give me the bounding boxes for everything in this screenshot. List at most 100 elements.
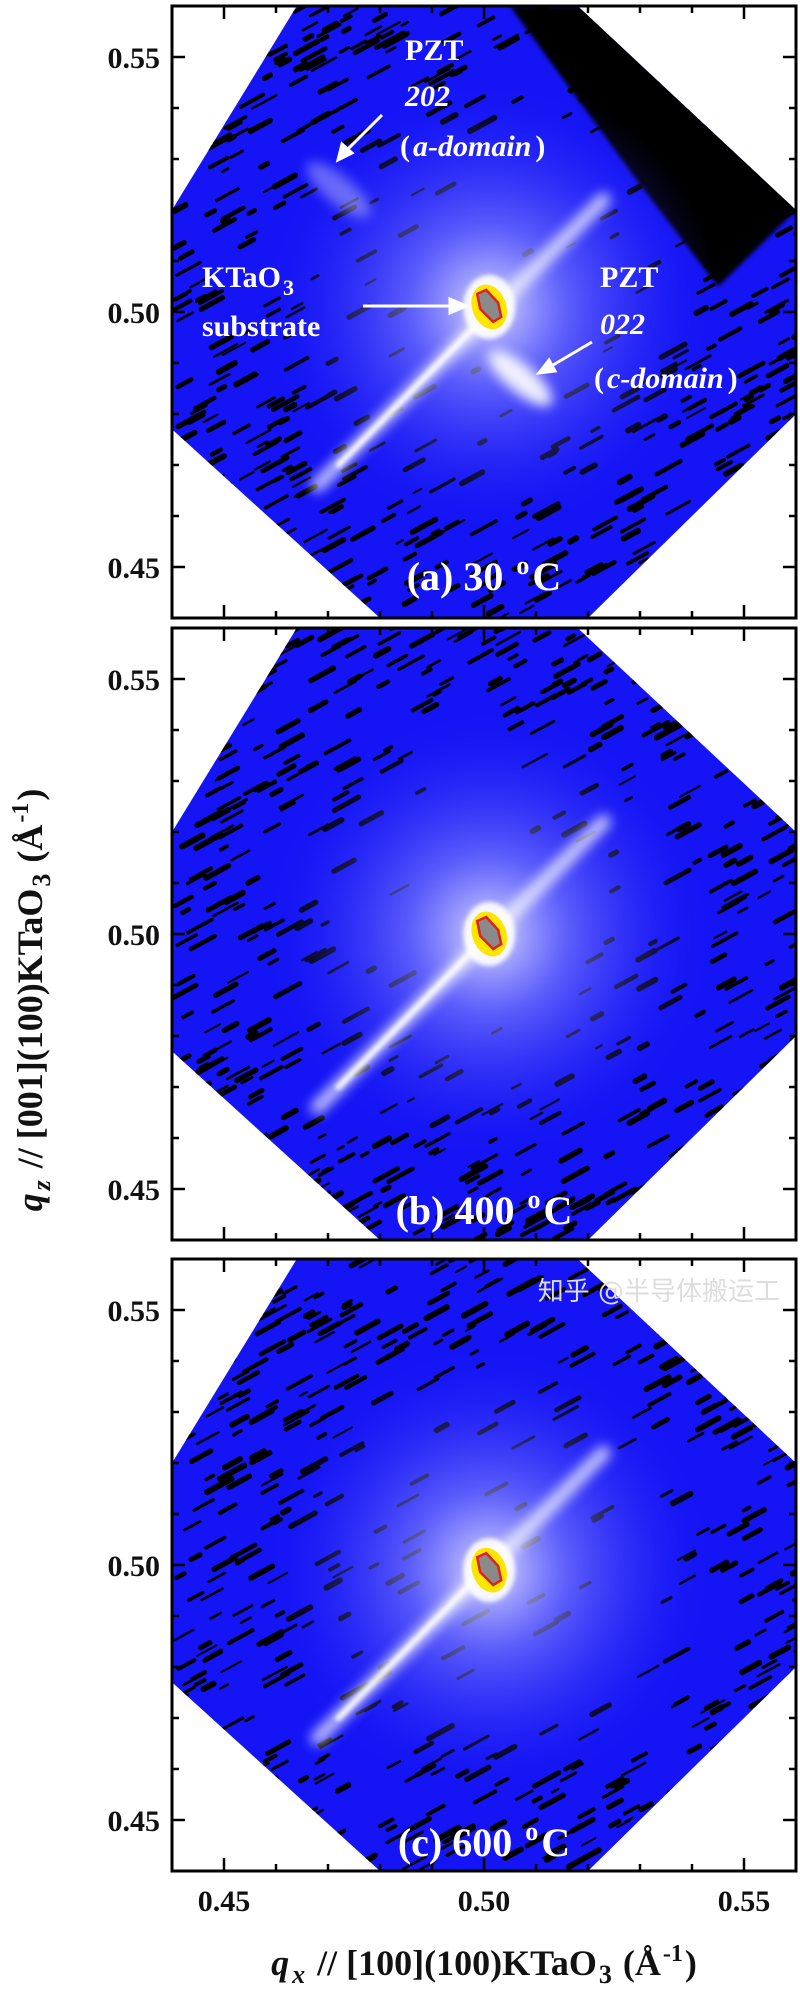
noise-streak (720, 842, 743, 858)
noise-streak (200, 692, 221, 707)
noise-streak (580, 677, 594, 687)
noise-streak (704, 1721, 717, 1731)
noise-streak (200, 1587, 224, 1602)
noise-streak (757, 1551, 779, 1564)
noise-streak (727, 101, 740, 110)
noise-streak (410, 698, 434, 713)
noise-streak (253, 743, 264, 752)
noise-streak (243, 1805, 257, 1815)
noise-streak (258, 644, 271, 653)
noise-streak (221, 1021, 240, 1034)
noise-streak (260, 1473, 284, 1487)
noise-streak (216, 1842, 239, 1857)
noise-streak (397, 654, 425, 671)
noise-streak (663, 720, 678, 730)
noise-streak (176, 79, 192, 89)
noise-streak (700, 1699, 726, 1714)
noise-streak (480, 635, 497, 646)
noise-streak (649, 1191, 675, 1208)
noise-streak (765, 994, 791, 1011)
noise-streak (308, 1859, 322, 1868)
noise-streak (434, 559, 449, 570)
noise-streak (296, 1848, 324, 1866)
noise-streak (770, 590, 796, 608)
noise-streak (247, 1017, 272, 1034)
noise-streak (768, 1644, 791, 1660)
noise-streak (283, 753, 301, 765)
noise-streak (785, 1634, 796, 1644)
noise-streak (487, 676, 503, 687)
noise-streak (547, 536, 563, 547)
noise-streak (680, 539, 701, 552)
noise-streak (681, 92, 708, 108)
noise-streak (260, 1483, 279, 1495)
noise-streak (765, 363, 790, 379)
noise-streak (261, 1059, 275, 1068)
noise-streak (246, 208, 258, 216)
noise-streak (735, 854, 754, 867)
noise-streak (190, 699, 217, 717)
noise-streak (528, 561, 558, 580)
noise-streak (477, 1169, 504, 1186)
noise-streak (414, 529, 444, 549)
noise-streak (314, 1772, 335, 1785)
noise-streak (682, 1321, 709, 1338)
noise-streak (639, 1106, 655, 1117)
noise-streak (768, 1223, 781, 1234)
noise-streak (317, 1166, 334, 1177)
noise-streak (726, 1380, 748, 1394)
noise-streak (754, 50, 781, 68)
noise-streak (442, 1214, 455, 1222)
noise-streak (495, 641, 519, 657)
noise-streak (177, 1380, 196, 1391)
noise-streak (395, 539, 405, 545)
noise-streak (536, 572, 550, 583)
noise-streak (738, 1593, 755, 1605)
noise-streak (253, 1265, 277, 1282)
noise-streak (321, 20, 340, 33)
noise-streak (764, 113, 774, 120)
noise-streak (743, 393, 754, 402)
substrate-peak-saturated (475, 1551, 503, 1587)
noise-streak (436, 62, 455, 75)
noise-streak (726, 1096, 756, 1115)
noise-streak (709, 1130, 732, 1144)
noise-streak (731, 1778, 750, 1790)
noise-streak (199, 1354, 211, 1363)
noise-streak (245, 428, 272, 445)
noise-streak (467, 648, 494, 665)
noise-streak (212, 132, 233, 146)
noise-streak (464, 1324, 477, 1332)
noise-streak (592, 515, 619, 532)
noise-streak (729, 1125, 755, 1141)
noise-streak (538, 1322, 566, 1339)
noise-streak (219, 1683, 230, 1690)
noise-streak (402, 551, 418, 562)
noise-streak (652, 1313, 674, 1328)
noise-streak (248, 44, 261, 54)
noise-streak (252, 439, 280, 457)
noise-streak (763, 35, 774, 44)
noise-streak (176, 678, 199, 694)
noise-streak (180, 512, 201, 525)
noise-streak (643, 1211, 669, 1228)
noise-streak (783, 1259, 796, 1277)
noise-streak (739, 1659, 763, 1676)
noise-streak (647, 1392, 672, 1407)
noise-streak (712, 1417, 741, 1435)
y-tick-label: 0.55 (108, 42, 161, 75)
noise-streak (722, 668, 746, 683)
noise-streak (366, 566, 389, 581)
noise-streak (361, 668, 374, 677)
noise-streak (174, 657, 202, 675)
noise-streak (715, 83, 728, 92)
noise-streak (723, 820, 735, 829)
noise-streak (518, 604, 535, 615)
noise-streak (259, 1064, 284, 1081)
noise-streak (474, 1269, 490, 1279)
noise-streak (544, 1853, 557, 1863)
noise-streak (715, 1020, 735, 1033)
noise-streak (365, 34, 382, 45)
noise-streak (176, 145, 202, 162)
noise-streak (752, 676, 776, 691)
